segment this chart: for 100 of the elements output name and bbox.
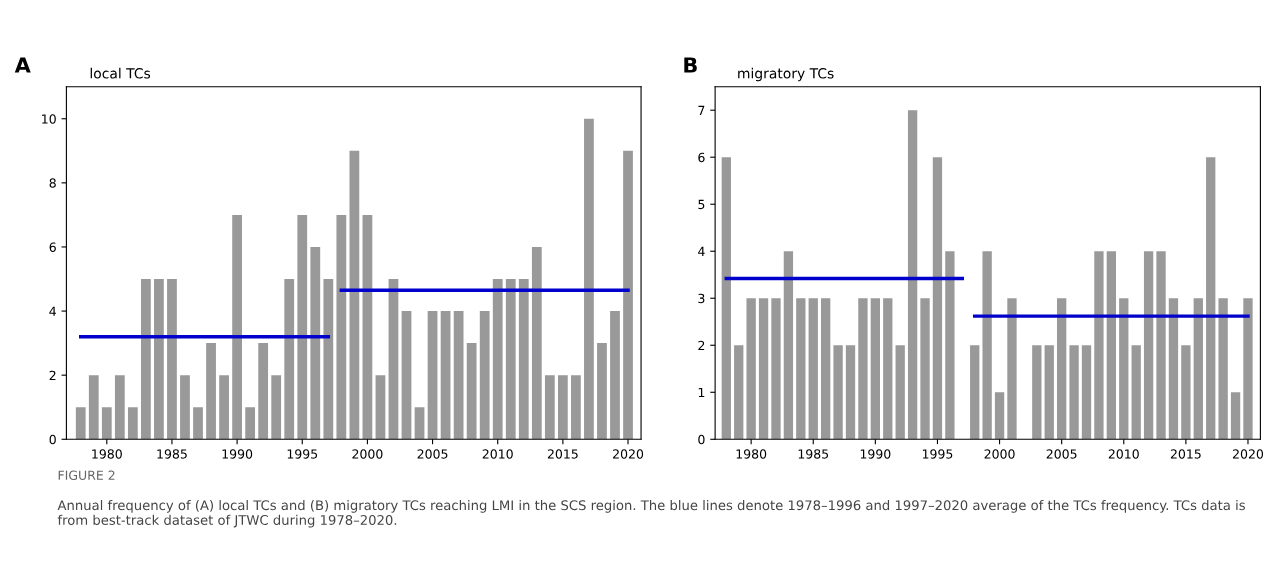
bar: [505, 279, 516, 440]
bar: [75, 407, 86, 440]
bar: [895, 345, 905, 440]
bar: [388, 279, 399, 440]
bar: [167, 279, 177, 440]
bar: [245, 407, 256, 440]
bar: [833, 345, 843, 440]
bar: [101, 407, 112, 440]
bar: [323, 279, 334, 440]
x-tick-label: 2020: [613, 449, 644, 459]
bar: [492, 279, 503, 440]
x-tick-label: 1995: [922, 449, 953, 459]
bar: [375, 375, 386, 440]
bar: [1094, 251, 1104, 440]
bar: [427, 311, 438, 440]
x-tick-label: 1980: [92, 449, 122, 459]
bar: [1230, 392, 1241, 440]
x-tick-label: 2010: [482, 449, 513, 459]
x-tick-label: 2005: [1046, 449, 1077, 459]
bar: [1181, 345, 1191, 440]
bar: [721, 157, 731, 440]
bar: [994, 392, 1005, 440]
bar: [193, 407, 203, 440]
bar: [746, 298, 756, 440]
y-tick-label: 5: [698, 199, 705, 210]
y-tick-label: 0: [49, 434, 56, 445]
bar: [907, 110, 918, 440]
bar: [1119, 298, 1129, 440]
bar: [783, 251, 794, 440]
caption: FIGURE 2: [58, 470, 115, 480]
bar: [114, 375, 125, 440]
bar: [858, 298, 868, 440]
x-tick-label: 2015: [1170, 449, 1201, 459]
text: B: [684, 57, 697, 73]
y-tick-label: 4: [49, 306, 56, 316]
bar: [1106, 251, 1117, 440]
bar: [584, 118, 594, 440]
bar: [821, 298, 831, 440]
bar: [945, 251, 955, 440]
bar: [127, 407, 138, 440]
bar: [362, 214, 373, 440]
x-tick-label: 2000: [984, 449, 1015, 459]
x-tick-label: 2005: [417, 449, 448, 459]
bar: [845, 345, 856, 440]
bar: [531, 246, 542, 440]
bar: [466, 343, 477, 440]
bar: [141, 279, 151, 440]
y-tick-label: 2: [698, 340, 705, 351]
y-tick-label: 0: [698, 434, 705, 445]
bar: [284, 279, 295, 440]
bar: [734, 345, 744, 440]
bar: [1206, 157, 1216, 440]
bar: [180, 375, 190, 440]
chart-title: migratory TCs: [738, 67, 834, 82]
x-tick-label: 1980: [736, 449, 767, 459]
y-tick-label: 2: [49, 370, 56, 380]
x-tick-label: 1985: [798, 449, 829, 459]
bar: [453, 311, 464, 440]
x-tick-label: 2015: [547, 449, 578, 459]
bar: [557, 375, 568, 440]
bar: [1168, 298, 1179, 440]
bar: [297, 214, 308, 440]
bar: [219, 375, 229, 440]
bar: [808, 298, 818, 440]
bar: [206, 343, 216, 440]
bar: [1081, 345, 1092, 440]
bar: [970, 345, 980, 440]
bar: [1218, 298, 1228, 440]
bar: [771, 298, 781, 440]
bar: [414, 407, 425, 440]
bar: [349, 150, 360, 440]
bar: [518, 279, 529, 440]
bar: [232, 214, 242, 440]
bar: [479, 311, 490, 440]
bar: [610, 311, 620, 440]
bar: [883, 298, 893, 440]
bar: [1044, 345, 1054, 440]
x-tick-label: 1995: [287, 449, 318, 459]
x-tick-label: 1990: [860, 449, 891, 459]
y-tick-label: 6: [698, 152, 705, 163]
bar: [154, 279, 164, 440]
y-tick-label: 6: [49, 242, 56, 252]
bar: [1143, 251, 1154, 440]
x-tick-label: 2000: [352, 449, 383, 459]
bar: [258, 343, 269, 440]
bar: [571, 375, 581, 440]
x-tick-label: 2010: [1108, 449, 1139, 459]
y-tick-label: 3: [698, 293, 705, 304]
y-tick-label: 4: [698, 246, 705, 256]
x-tick-label: 2020: [1232, 449, 1264, 459]
bar: [1131, 345, 1141, 440]
y-tick-label: 8: [49, 178, 56, 188]
bar: [870, 298, 881, 440]
bar: [982, 251, 992, 440]
bar: [1243, 298, 1253, 440]
bar: [1069, 345, 1079, 440]
bar: [336, 214, 347, 440]
chart-title: local TCs: [90, 67, 151, 79]
x-tick-label: 1990: [222, 449, 253, 459]
bar: [796, 298, 806, 440]
